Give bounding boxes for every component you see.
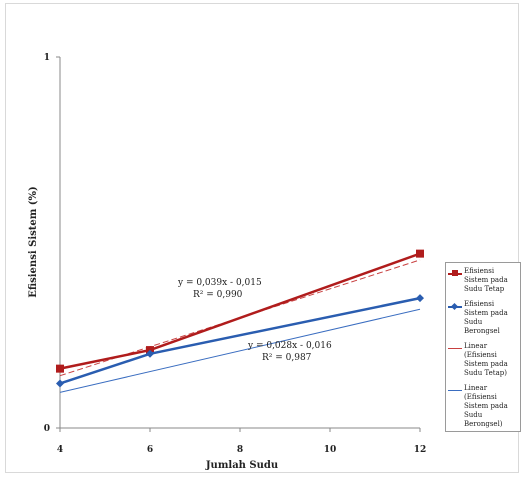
legend-key-line-icon <box>448 344 462 353</box>
series-line <box>59 296 421 385</box>
trendline-equation-tetap: y = 0,039x - 0,015 <box>177 278 262 288</box>
legend-key-line-icon <box>448 386 462 395</box>
axes: 4 6 8 10 12 0 1 <box>44 53 427 455</box>
trendline-equation-berongsel: y = 0,028x - 0,016 <box>247 341 332 351</box>
trendline <box>59 308 421 393</box>
y-tick-label: 1 <box>44 53 50 63</box>
y-axis-title: Efisiensi Sistem (%) <box>28 186 39 298</box>
legend-label: Efisiensi Sistem pada Sudu Berongsel <box>464 300 508 335</box>
data-point <box>146 349 154 358</box>
legend: Efisiensi Sistem pada Sudu Tetap Efisien… <box>445 262 521 432</box>
series <box>56 249 424 388</box>
x-tick-label: 4 <box>57 445 63 455</box>
data-point <box>56 379 64 388</box>
legend-label: Efisiensi Sistem pada Sudu Tetap <box>464 267 508 293</box>
series-line <box>59 252 421 370</box>
legend-label: Linear (Efisiensi Sistem pada Sudu Tetap… <box>464 342 508 377</box>
x-tick-label: 6 <box>147 445 153 455</box>
chart-frame <box>5 3 519 473</box>
x-tick-label: 12 <box>414 445 427 455</box>
legend-item-linear-berongsel: Linear (Efisiensi Sistem pada Sudu Beron… <box>448 384 518 429</box>
legend-label: Linear (Efisiensi Sistem pada Sudu Beron… <box>464 384 508 428</box>
legend-key-diamond-icon <box>448 302 462 311</box>
data-point <box>416 249 424 258</box>
legend-item-berongsel: Efisiensi Sistem pada Sudu Berongsel <box>448 300 518 336</box>
data-point <box>416 294 424 303</box>
legend-item-tetap: Efisiensi Sistem pada Sudu Tetap <box>448 267 518 294</box>
data-point <box>56 364 64 373</box>
legend-item-linear-tetap: Linear (Efisiensi Sistem pada Sudu Tetap… <box>448 342 518 378</box>
trendline-r2-tetap: R² = 0,990 <box>193 290 243 300</box>
legend-key-square-icon <box>448 269 462 278</box>
x-tick-label: 8 <box>237 445 243 455</box>
x-axis-title: Jumlah Sudu <box>205 460 278 471</box>
trendline-r2-berongsel: R² = 0,987 <box>262 353 312 363</box>
y-tick-label: 0 <box>44 424 50 434</box>
x-tick-label: 10 <box>324 445 337 455</box>
